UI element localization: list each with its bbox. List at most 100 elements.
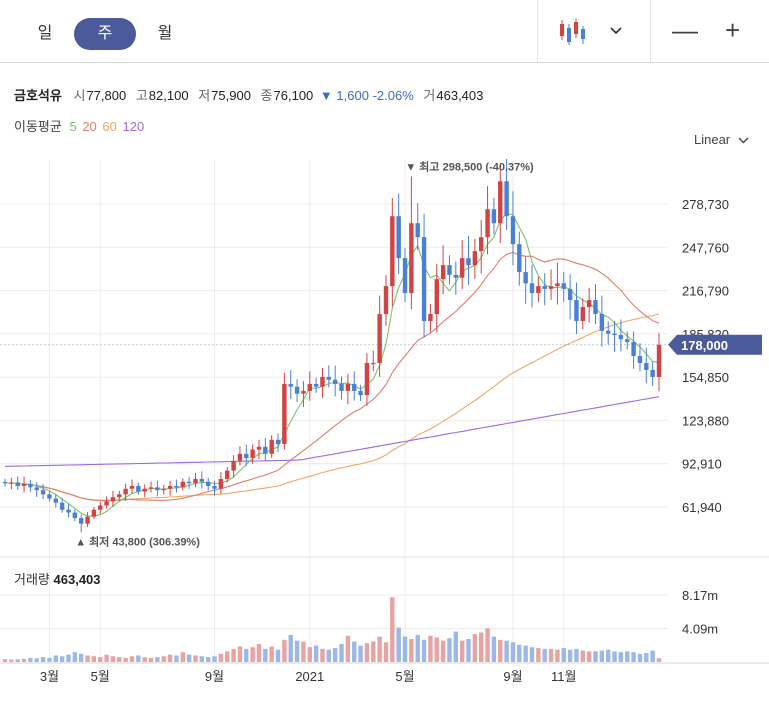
volume-bar <box>110 656 116 662</box>
volume-bar <box>34 658 39 662</box>
candle-body <box>542 286 547 289</box>
candle-body <box>256 446 262 450</box>
candle-body <box>440 265 446 280</box>
volume-bar <box>136 655 141 662</box>
current-price-badge <box>668 334 762 355</box>
zoom-in-button[interactable]: + <box>725 15 741 45</box>
candle-body <box>536 286 541 294</box>
volume-bar <box>91 656 97 662</box>
candle-body <box>237 453 243 461</box>
candle-body <box>47 494 52 499</box>
volume-bar <box>72 652 78 662</box>
candle-body <box>479 237 484 252</box>
volume-bar <box>637 653 643 662</box>
volume-bar <box>301 641 306 662</box>
volume-bar <box>421 639 427 662</box>
candle-body <box>644 362 649 370</box>
volume-bar <box>472 634 478 662</box>
y-tick-label: 61,940 <box>682 500 722 515</box>
candle-body <box>447 265 452 275</box>
scale-selector[interactable]: Linear <box>694 132 749 147</box>
volume-bar <box>517 644 522 662</box>
ma5-line <box>17 212 660 517</box>
chevron-down-icon[interactable] <box>610 22 622 38</box>
volume-bar <box>21 658 27 662</box>
change-percent: -2.06% <box>372 88 414 103</box>
toolbar-divider <box>537 0 538 62</box>
y-tick-label: 216,790 <box>682 284 729 299</box>
candle-body <box>313 383 319 387</box>
candle-body <box>326 376 332 380</box>
candle-body <box>212 485 217 489</box>
volume-bar <box>142 657 147 662</box>
volume-bar <box>231 648 236 662</box>
candle-body <box>434 279 439 315</box>
candle-body <box>472 251 478 266</box>
volume-value: 463,403 <box>436 88 484 103</box>
candle-body <box>593 300 598 315</box>
volume-label: 거 <box>423 88 436 103</box>
candle-body <box>599 314 605 331</box>
candle-body <box>167 485 173 489</box>
volume-bar <box>59 656 65 662</box>
volume-bar <box>85 655 90 662</box>
volume-bar <box>440 640 446 662</box>
volume-bar <box>371 641 376 662</box>
volume-bar <box>174 655 179 662</box>
candle-body <box>383 286 389 315</box>
candle-body <box>409 223 414 294</box>
volume-bar <box>612 651 617 662</box>
volume-bar <box>631 652 636 662</box>
candle-body <box>78 518 84 524</box>
volume-bar <box>313 645 319 662</box>
candle-body <box>415 223 420 238</box>
candle-body <box>612 333 617 336</box>
y-tick-label: 154,850 <box>682 370 729 385</box>
candle-body <box>34 487 39 491</box>
candle-body <box>625 339 630 342</box>
candle-body <box>339 383 344 391</box>
tab-weekly[interactable]: 주 <box>74 18 136 50</box>
tab-daily[interactable]: 일 <box>37 25 53 42</box>
volume-bar <box>428 635 433 662</box>
volume-bar <box>498 639 503 662</box>
volume-bar <box>390 597 395 662</box>
x-tick-label: 5월 <box>91 669 110 684</box>
candle-body <box>485 209 490 238</box>
candle-body <box>574 300 579 322</box>
x-tick-label: 11월 <box>551 669 576 684</box>
volume-bar <box>9 659 14 662</box>
volume-bar <box>288 634 293 662</box>
volume-bar <box>263 648 268 662</box>
volume-bar <box>15 659 20 662</box>
candlestick-icon[interactable] <box>558 18 588 46</box>
x-tick-label: 9월 <box>205 669 224 684</box>
volume-bar <box>656 658 662 662</box>
volume-bar <box>98 657 103 662</box>
candle-body <box>466 258 471 266</box>
volume-bar <box>650 650 655 662</box>
candle-body <box>586 300 592 308</box>
volume-bar <box>186 654 192 662</box>
volume-bar <box>2 659 8 662</box>
tab-monthly[interactable]: 월 <box>157 25 173 42</box>
volume-bar <box>117 657 122 662</box>
candle-body <box>218 478 224 489</box>
candle-body <box>15 482 20 486</box>
candle-body <box>288 383 293 387</box>
candle-body <box>117 494 122 498</box>
candle-body <box>104 501 109 506</box>
candle-body <box>2 482 8 484</box>
chevron-down-icon <box>738 137 749 144</box>
volume-bar <box>415 634 420 662</box>
candle-body <box>529 283 535 294</box>
volume-bar <box>618 652 624 662</box>
volume-tick-label: 8.17m <box>682 588 718 603</box>
candle-body <box>523 272 528 284</box>
volume-bar <box>320 648 325 662</box>
volume-bar <box>644 652 649 662</box>
volume-bar <box>199 656 205 662</box>
candle-body <box>352 383 357 391</box>
candle-body <box>110 497 116 502</box>
zoom-out-button[interactable]: — <box>672 15 698 45</box>
